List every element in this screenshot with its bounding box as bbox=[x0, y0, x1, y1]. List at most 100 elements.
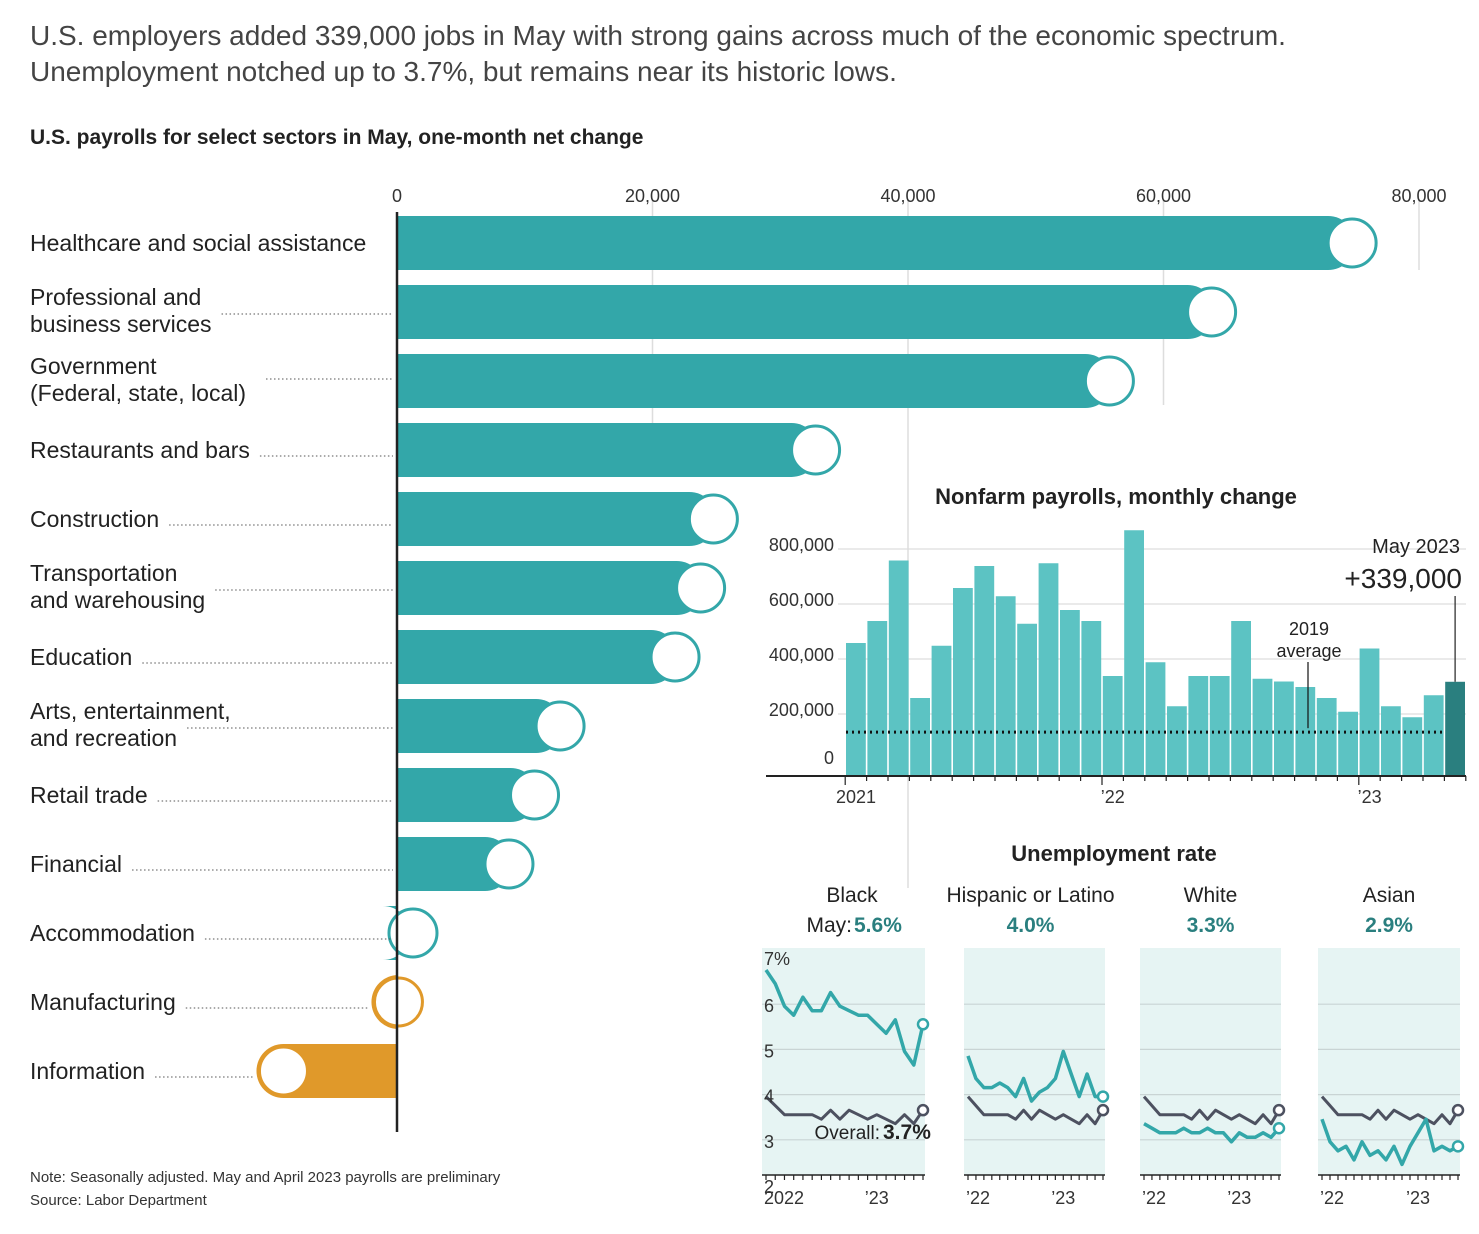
sector-bar bbox=[397, 768, 538, 822]
y-tick-label: 7% bbox=[764, 949, 790, 969]
panel-group-name: Black bbox=[826, 884, 878, 907]
headline-line-2: Unemployment notched up to 3.7%, but rem… bbox=[30, 56, 897, 87]
y-tick-label: 800,000 bbox=[769, 535, 834, 555]
payroll-bar bbox=[1167, 706, 1187, 775]
headline: U.S. employers added 339,000 jobs in May… bbox=[30, 18, 1450, 90]
payroll-bar bbox=[1359, 648, 1380, 775]
value-marker bbox=[483, 838, 535, 890]
sector-label-line: business services bbox=[30, 311, 212, 337]
y-tick-label: 4 bbox=[764, 1087, 774, 1107]
panel-group-name: Hispanic or Latino bbox=[946, 884, 1114, 907]
sector-bar bbox=[397, 216, 1356, 270]
payroll-bar bbox=[1338, 711, 1358, 775]
overall-end-marker bbox=[916, 1103, 930, 1117]
note-text: Note: Seasonally adjusted. May and April… bbox=[30, 1169, 501, 1186]
nonfarm-payrolls-chart: Nonfarm payrolls, monthly change 0 200,000… bbox=[766, 484, 1467, 807]
payroll-bar bbox=[1060, 610, 1080, 775]
payroll-bar bbox=[1038, 563, 1059, 775]
value-marker bbox=[675, 562, 727, 614]
sector-bar bbox=[397, 699, 564, 753]
group-end-marker bbox=[1096, 1090, 1110, 1103]
payroll-bar bbox=[1274, 681, 1294, 775]
overall-label: Overall: bbox=[815, 1123, 880, 1144]
panel-x-label: ’23 bbox=[865, 1188, 889, 1208]
x-tick-label: 60,000 bbox=[1136, 186, 1191, 206]
value-marker bbox=[372, 976, 424, 1028]
value-marker bbox=[1326, 217, 1378, 269]
sector-bar bbox=[397, 492, 717, 546]
x-tick-label: 20,000 bbox=[625, 186, 680, 206]
payroll-bar bbox=[1124, 530, 1144, 775]
overall-rate-line bbox=[764, 1095, 925, 1126]
sector-label: Manufacturing bbox=[30, 989, 176, 1015]
y-tick-label: 6 bbox=[764, 996, 774, 1016]
x-tick-label: ’23 bbox=[1358, 787, 1382, 807]
panel-x-label: ’23 bbox=[1227, 1188, 1251, 1208]
unemployment-rate-chart: Unemployment rate Black May: 5.6% 2022 ’23 His… bbox=[762, 841, 1465, 1208]
sector-label-line: Arts, entertainment, bbox=[30, 698, 231, 724]
value-marker bbox=[534, 700, 586, 752]
value-marker bbox=[257, 1045, 309, 1097]
group-rate-line bbox=[966, 1049, 1103, 1103]
panel-value-prefix: May: bbox=[806, 914, 852, 937]
payroll-bar bbox=[953, 588, 973, 775]
y-tick-label: 200,000 bbox=[769, 700, 834, 720]
headline-line-1: U.S. employers added 339,000 jobs in May… bbox=[30, 20, 1286, 51]
sector-label: Retail trade bbox=[30, 782, 148, 808]
overall-rate-line bbox=[1142, 1095, 1281, 1126]
value-marker bbox=[1186, 286, 1238, 338]
payroll-bar bbox=[1081, 621, 1102, 775]
x-tick-label: 0 bbox=[392, 186, 402, 206]
panel-x-label: ’22 bbox=[1142, 1188, 1166, 1208]
panel-x-label: ’22 bbox=[1320, 1188, 1344, 1208]
sector-bar bbox=[397, 837, 512, 891]
x-tick-label: 2021 bbox=[836, 787, 876, 807]
payroll-bar bbox=[974, 566, 995, 775]
value-marker bbox=[687, 493, 739, 545]
sector-label-line: and warehousing bbox=[30, 587, 205, 613]
panel-value: 2.9% bbox=[1365, 914, 1413, 937]
sector-bar bbox=[397, 285, 1215, 339]
payroll-bar bbox=[1381, 706, 1401, 775]
payroll-bar bbox=[1209, 676, 1230, 775]
average-label-line: 2019 bbox=[1289, 619, 1329, 639]
value-marker bbox=[1083, 355, 1135, 407]
panel-background bbox=[762, 948, 925, 1175]
group-end-marker bbox=[1451, 1140, 1465, 1153]
payroll-bar bbox=[1145, 662, 1166, 775]
panel-x-label: ’22 bbox=[966, 1188, 990, 1208]
payroll-bar bbox=[1445, 681, 1465, 775]
sector-label: Financial bbox=[30, 851, 122, 877]
panel-background bbox=[1318, 948, 1460, 1175]
panel-background bbox=[964, 948, 1105, 1175]
overall-rate-line bbox=[966, 1095, 1105, 1126]
sector-label-line: Professional and bbox=[30, 284, 201, 310]
panel-x-label: ’23 bbox=[1406, 1188, 1430, 1208]
overall-value: 3.7% bbox=[883, 1121, 931, 1144]
sector-chart-title: U.S. payrolls for select sectors in May,… bbox=[30, 126, 644, 149]
panel-x-label: ’23 bbox=[1051, 1188, 1075, 1208]
overall-rate-line bbox=[1320, 1095, 1460, 1126]
panel-value: 3.3% bbox=[1187, 914, 1235, 937]
sector-bar bbox=[397, 561, 704, 615]
panel-group-name: Asian bbox=[1363, 884, 1416, 907]
sector-label-line: (Federal, state, local) bbox=[30, 380, 246, 406]
sector-bar bbox=[397, 354, 1113, 408]
sector-label: Accommodation bbox=[30, 920, 195, 946]
payroll-bar bbox=[867, 621, 888, 775]
panel-value: 4.0% bbox=[1007, 914, 1055, 937]
sector-label: Construction bbox=[30, 506, 159, 532]
sector-label: Restaurants and bars bbox=[30, 437, 250, 463]
panel-background bbox=[1140, 948, 1281, 1175]
sector-label-line: Government bbox=[30, 353, 157, 379]
average-label-line: average bbox=[1276, 641, 1341, 661]
overall-end-marker bbox=[1451, 1103, 1465, 1117]
overall-end-marker bbox=[1096, 1103, 1110, 1117]
payroll-bar bbox=[931, 645, 952, 775]
group-rate-line bbox=[1143, 1122, 1281, 1144]
footnote: Note: Seasonally adjusted. May and April… bbox=[30, 1166, 500, 1212]
payroll-bar bbox=[995, 596, 1016, 775]
payroll-bar bbox=[910, 698, 930, 775]
value-marker bbox=[649, 631, 701, 683]
